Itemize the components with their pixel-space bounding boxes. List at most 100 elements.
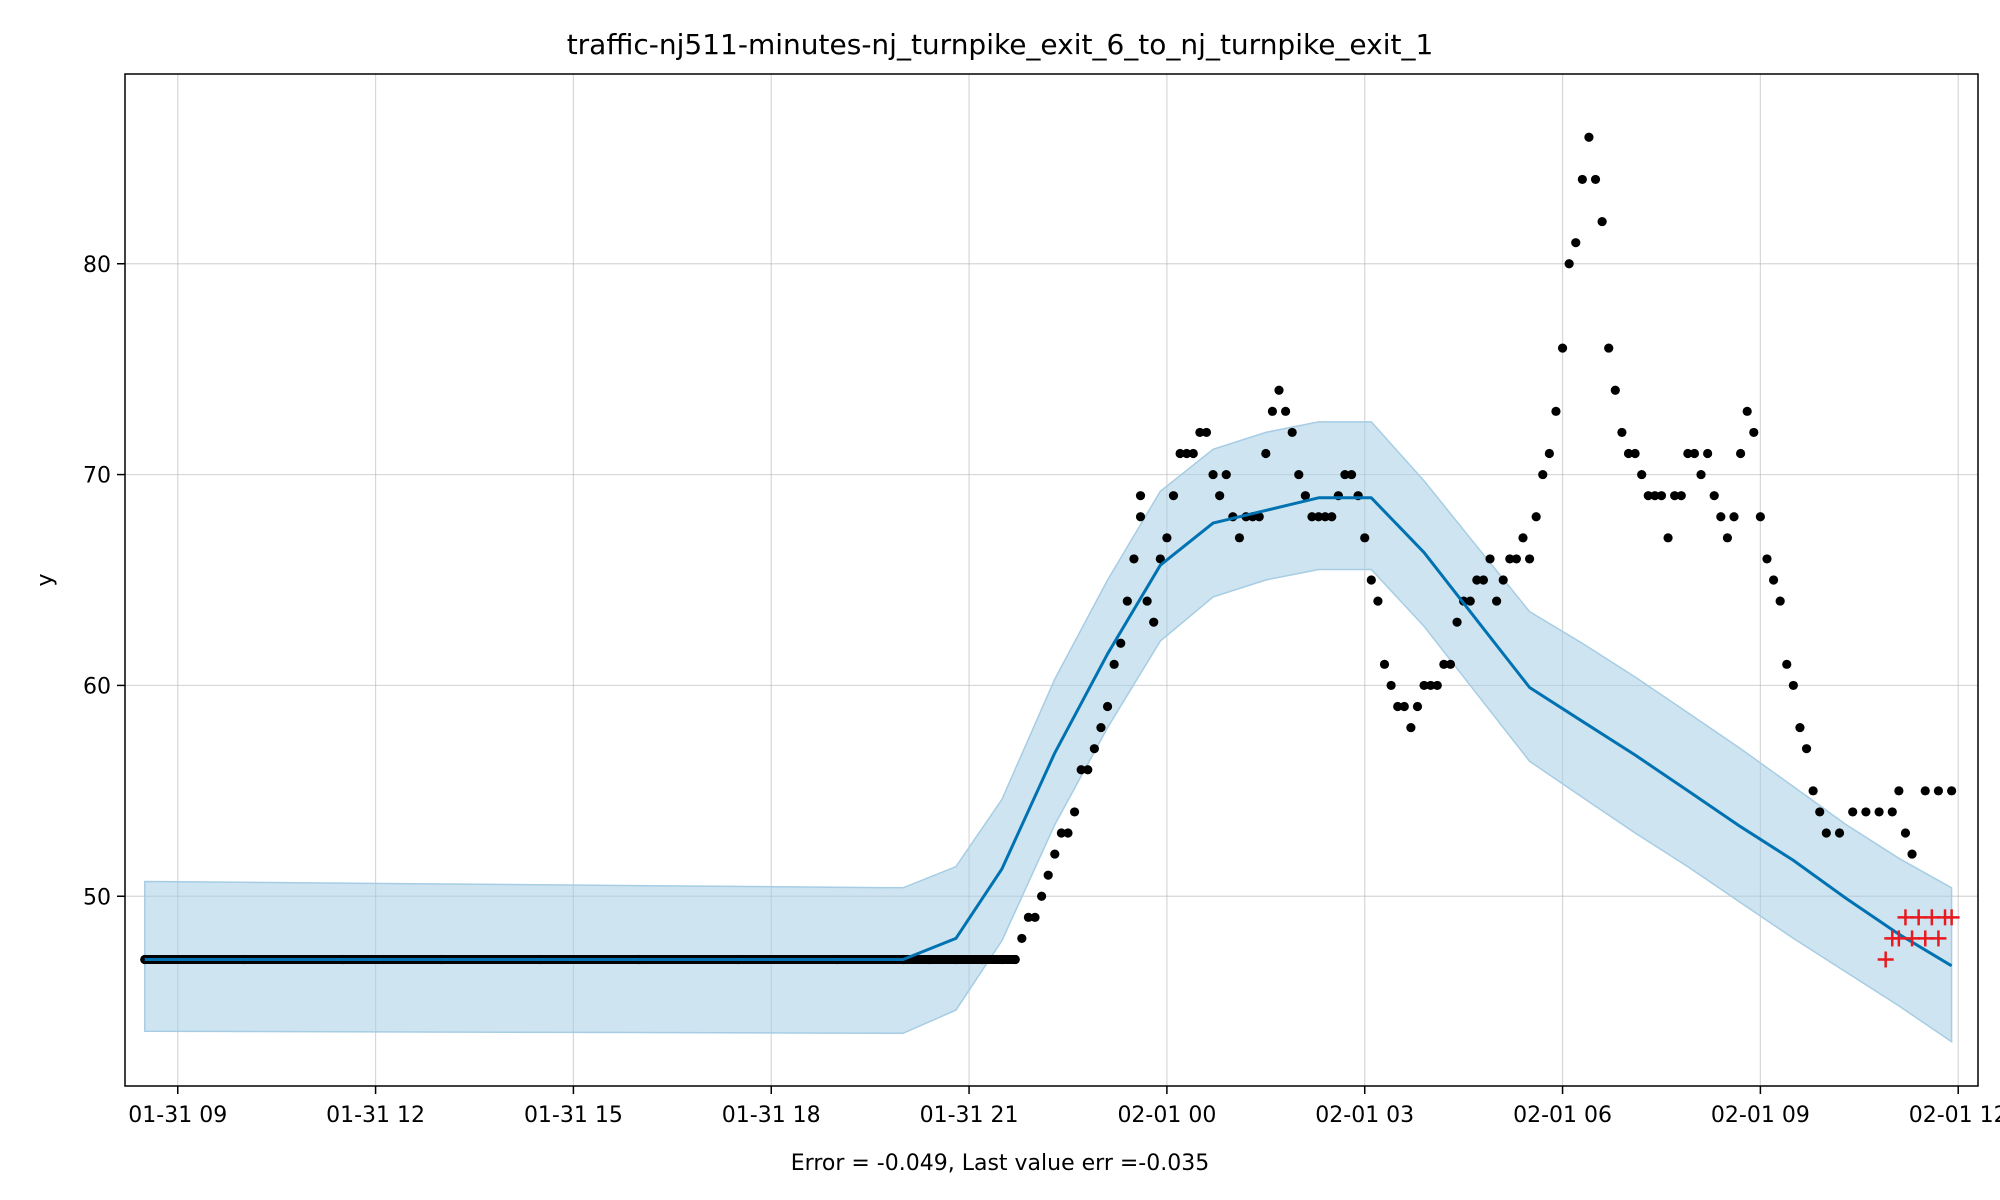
observed-point (1788, 680, 1798, 691)
observed-point (1762, 554, 1772, 564)
observed-point (1452, 617, 1462, 627)
y-tick-label: 60 (83, 674, 111, 699)
observed-point (1801, 744, 1812, 754)
observed-point (1604, 343, 1614, 353)
x-tick-label: 01-31 21 (920, 1103, 1019, 1128)
observed-point (1696, 469, 1706, 480)
observed-points-layer (140, 132, 1957, 965)
observed-point (1597, 216, 1607, 227)
x-tick-label: 02-01 09 (1711, 1103, 1810, 1128)
observed-point (1083, 765, 1093, 775)
observed-point (1116, 638, 1126, 648)
observed-point (1656, 491, 1667, 501)
x-tick-label: 02-01 00 (1117, 1103, 1216, 1128)
observed-point (1300, 491, 1310, 501)
observed-point (1676, 491, 1686, 501)
observed-point (1623, 448, 1634, 459)
observed-point (1419, 680, 1429, 691)
observed-point (1307, 512, 1317, 522)
observed-point (1848, 807, 1858, 817)
observed-point (140, 954, 150, 965)
observed-point (1261, 448, 1271, 459)
observed-point (1037, 891, 1047, 901)
observed-point (1736, 448, 1746, 459)
x-tick-label: 02-01 12 (1909, 1103, 2000, 1128)
observed-point (1670, 491, 1680, 501)
observed-point (1043, 870, 1053, 880)
observed-point (1834, 828, 1845, 838)
observed-point (1432, 680, 1442, 691)
observed-point (1149, 617, 1159, 627)
y-axis-label: y (33, 573, 58, 586)
observed-point (1135, 491, 1146, 501)
observed-point (1663, 533, 1673, 543)
observed-point (1313, 512, 1324, 522)
observed-point (1050, 849, 1060, 859)
observed-point (1188, 448, 1198, 459)
observed-point (1782, 659, 1792, 669)
observed-point (1722, 533, 1733, 543)
observed-point (1498, 575, 1508, 585)
future-point (1930, 930, 1947, 947)
observed-point (1571, 238, 1581, 248)
observed-point (1076, 765, 1086, 775)
y-axis-ticks: 50 60 70 80 (83, 253, 125, 910)
observed-point (1122, 596, 1132, 606)
observed-point (1590, 174, 1601, 185)
observed-point (1900, 828, 1911, 838)
observed-point (1808, 786, 1818, 796)
observed-point (1465, 596, 1475, 606)
observed-point (1524, 554, 1535, 564)
observed-point (1294, 469, 1304, 480)
observed-point (1637, 469, 1647, 480)
observed-point (1201, 427, 1212, 438)
observed-point (1755, 512, 1765, 522)
observed-point (924, 954, 935, 965)
x-tick-label: 01-31 09 (128, 1103, 227, 1128)
observed-point (1096, 722, 1106, 733)
y-tick-label: 70 (83, 464, 111, 489)
observed-point (1643, 491, 1653, 501)
observed-point (1689, 448, 1700, 459)
observed-point (1920, 786, 1930, 796)
chart-title: traffic-nj511-minutes-nj_turnpike_exit_6… (567, 28, 1434, 61)
observed-point (1445, 659, 1456, 669)
observed-point (1874, 807, 1884, 817)
observed-point (997, 954, 1007, 965)
observed-point (1010, 954, 1020, 965)
observed-point (1472, 575, 1482, 585)
future-point (1877, 951, 1894, 968)
observed-point (1168, 491, 1179, 501)
observed-point (1373, 596, 1383, 606)
observed-point (1142, 596, 1152, 606)
observed-point (977, 954, 987, 965)
observed-point (1538, 469, 1548, 480)
observed-point (1386, 680, 1396, 691)
observed-point (1346, 469, 1357, 480)
observed-point (951, 954, 961, 965)
observed-point (1023, 912, 1034, 922)
observed-point (1749, 427, 1759, 438)
observed-point (1683, 448, 1693, 459)
observed-point (1175, 448, 1185, 459)
observed-point (1069, 807, 1080, 817)
observed-point (1861, 807, 1871, 817)
observed-point (1162, 533, 1172, 543)
observed-point (1135, 512, 1146, 522)
observed-point (1907, 849, 1917, 859)
observed-point (1557, 343, 1568, 353)
observed-point (1327, 512, 1337, 522)
observed-point (1716, 512, 1726, 522)
observed-point (1102, 701, 1113, 712)
observed-point (1531, 512, 1541, 522)
observed-point (1195, 427, 1205, 438)
x-axis-label: Error = -0.049, Last value err =-0.035 (791, 1151, 1209, 1176)
observed-point (1518, 533, 1528, 543)
observed-point (1894, 786, 1904, 796)
observed-point (1610, 385, 1620, 395)
x-tick-label: 01-31 15 (524, 1103, 623, 1128)
observed-point (1795, 722, 1805, 733)
observed-point (1768, 575, 1779, 585)
observed-point (1742, 406, 1752, 416)
